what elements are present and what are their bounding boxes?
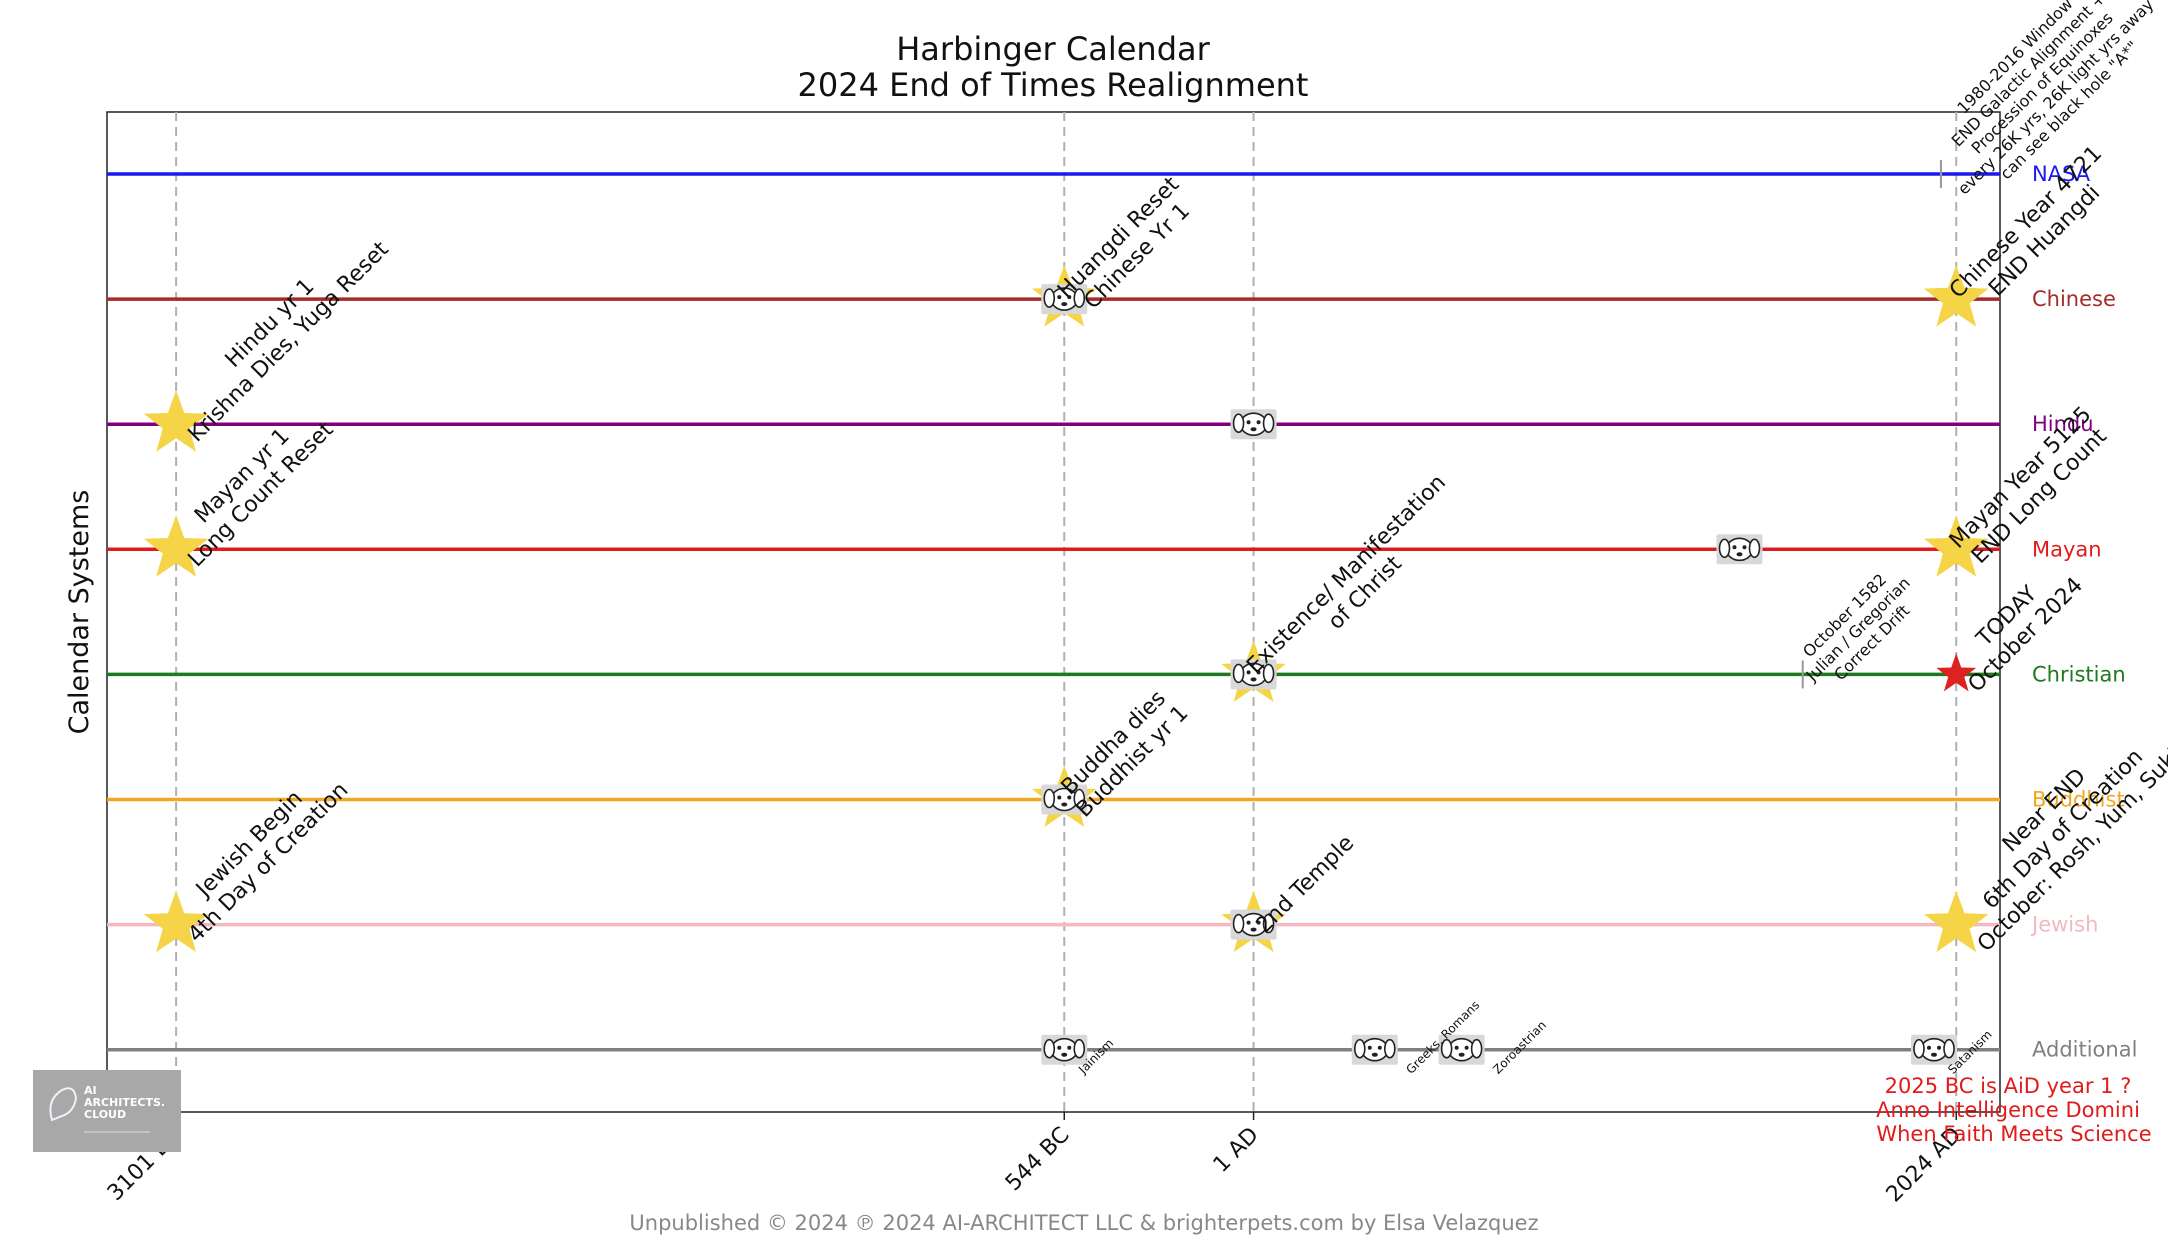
x-tick-label-544-bc: 544 BC [1001,1123,1075,1197]
side-note-line2: Anno Intelligence Domini [1876,1098,2140,1122]
footer-copyright: Unpublished © 2024 ℗ 2024 AI-ARCHITECT L… [629,1211,1538,1235]
logo-text-2: ARCHITECTS. [84,1096,165,1109]
event-star-mayan-mayan-yr-1 [143,515,209,577]
event-star-chinese-chinese-year-4721 [1923,265,1989,327]
chart-title-line1: Harbinger Calendar [896,30,1210,68]
logo-text-1: AI [84,1084,97,1097]
annotation-line: 4th Day of Creation [183,778,353,948]
annotation-line: Zoroastrian [1490,1018,1549,1077]
series-label-hindu: Hindu [2032,412,2094,436]
side-note-line1: 2025 BC is AiD year 1 ? [1885,1074,2132,1098]
event-star-hindu-hindu-yr-1 [143,390,209,452]
plot-frame [106,111,2001,1113]
chart-title-line2: 2024 End of Times Realignment [798,66,1309,104]
side-note: 2025 BC is AiD year 1 ? Anno Intelligenc… [1876,1074,2152,1146]
dog-icon [1438,1034,1485,1065]
annotation-line: 2nd Temple [1252,831,1360,939]
series-label-christian: Christian [2032,662,2126,686]
series-label-mayan: Mayan [2032,537,2102,561]
event-star-mayan-mayan-year-5125 [1923,515,1989,577]
dog-icon [1230,409,1277,440]
annotation-additional-zoroastrian: Zoroastrian [1490,1018,1549,1077]
logo: AI ARCHITECTS. CLOUD [33,1070,181,1152]
dog-icon [1911,1034,1958,1065]
series-label-chinese: Chinese [2032,287,2116,311]
logo-text-3: CLOUD [84,1108,126,1121]
x-tick-label-1-ad: 1 AD [1209,1123,1264,1178]
series-label-jewish: Jewish [2030,913,2098,937]
dog-icon [1230,659,1277,690]
annotation-jewish-2nd-temple: 2nd Temple [1252,831,1360,939]
annotation-line: Krishna Dies, Yuga Reset [184,237,394,447]
event-star-jewish-jewish-begin [143,890,209,953]
annotation-line: Existence/ Manifestation [1242,470,1451,679]
dog-icon [1041,1034,1088,1065]
side-note-line3: When Faith Meets Science [1876,1122,2151,1146]
dog-icon [1041,784,1088,815]
series-label-buddhist: Buddhist [2032,788,2125,812]
dog-icon [1041,284,1088,315]
dog-icon [1230,909,1277,940]
dog-icon [1716,534,1763,565]
today-star-marker [1936,653,1977,692]
event-star-jewish-near-end [1923,890,1989,953]
dog-icon [1351,1034,1398,1065]
annotation-line: 6th Day of Creation [1978,744,2148,914]
series-label-nasa: NASA [2032,162,2091,186]
series-label-additional: Additional [2032,1038,2137,1062]
y-axis-label: Calendar Systems [64,490,95,735]
